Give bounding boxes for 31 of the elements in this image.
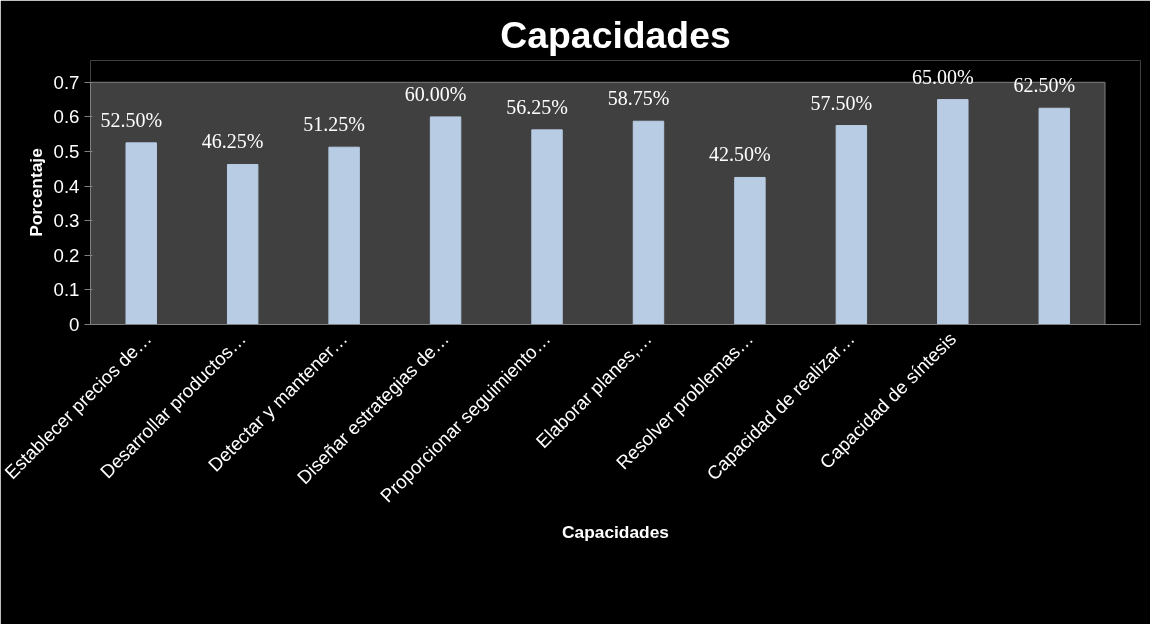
y-tick-label: 0.3 xyxy=(53,210,80,232)
y-tick-label: 0.6 xyxy=(53,106,80,128)
y-tick-label: 0.7 xyxy=(53,71,80,93)
bar xyxy=(937,99,969,325)
data-label: 52.50% xyxy=(100,108,163,131)
bar xyxy=(531,129,563,325)
y-tick-label: 0.1 xyxy=(53,279,80,301)
data-label: 65.00% xyxy=(911,65,974,88)
data-label: 60.00% xyxy=(404,82,467,105)
bar xyxy=(328,146,360,325)
y-tick-label: 0.2 xyxy=(53,244,80,266)
data-label: 46.25% xyxy=(201,130,264,153)
data-label: 42.50% xyxy=(709,143,771,166)
bar xyxy=(1038,107,1070,325)
bar xyxy=(226,163,259,325)
data-label: 57.50% xyxy=(810,91,873,114)
x-axis-title: Capacidades xyxy=(562,521,669,542)
y-tick-label: 0.4 xyxy=(53,175,80,197)
y-axis-title: Porcentaje xyxy=(25,147,46,237)
data-label: 56.25% xyxy=(506,95,568,118)
data-label: 58.75% xyxy=(607,87,670,110)
bar xyxy=(835,125,868,325)
data-label: 51.25% xyxy=(303,113,365,136)
y-tick-label: 0.5 xyxy=(53,141,80,162)
y-tick-label: 0 xyxy=(69,314,80,335)
bar xyxy=(429,116,462,325)
data-label: 62.50% xyxy=(1013,74,1076,97)
chart-title: Capacidades xyxy=(500,13,731,56)
bar xyxy=(125,142,157,325)
bar xyxy=(632,120,665,325)
bar xyxy=(734,176,766,325)
